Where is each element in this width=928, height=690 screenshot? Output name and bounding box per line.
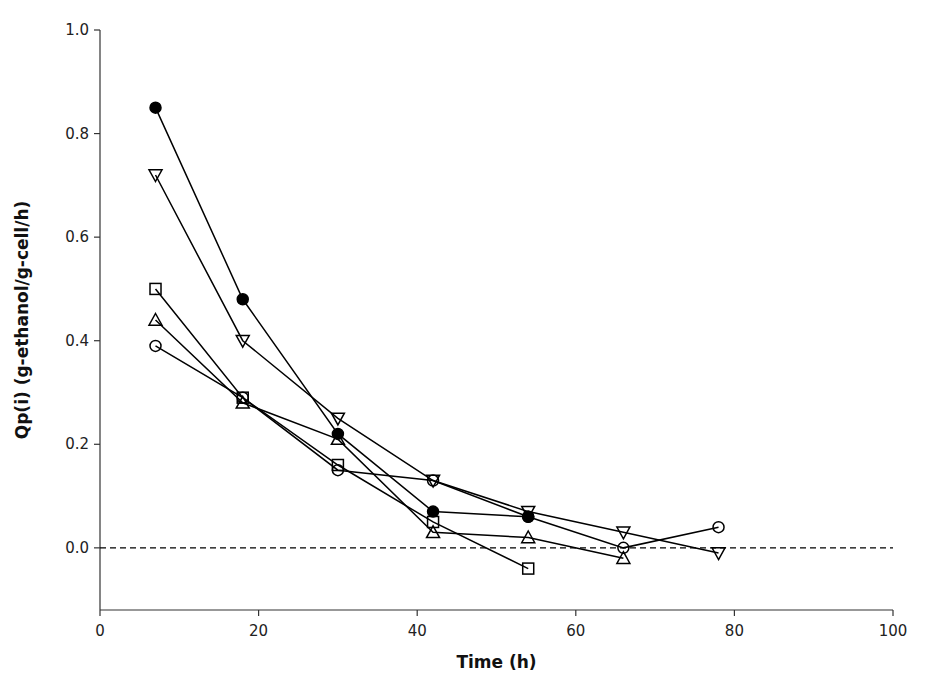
data-point	[713, 522, 724, 533]
y-tick	[94, 29, 100, 30]
data-point	[331, 433, 344, 445]
data-point	[523, 563, 534, 574]
x-tick	[99, 610, 100, 616]
data-point	[427, 526, 440, 538]
x-tick-label: 40	[408, 622, 427, 640]
y-tick	[94, 133, 100, 134]
data-point	[237, 392, 248, 403]
series-line	[156, 320, 624, 558]
data-point	[149, 314, 162, 326]
x-tick-label: 20	[249, 622, 268, 640]
plot-area	[100, 102, 893, 574]
data-point	[150, 102, 161, 113]
x-tick	[892, 610, 893, 616]
data-point	[236, 336, 249, 348]
data-point	[331, 413, 344, 425]
data-point	[332, 465, 343, 476]
y-axis-label: Qp(i) (g-ethanol/g-cell/h)	[12, 201, 32, 440]
x-axis-line	[100, 609, 893, 610]
data-point	[618, 542, 629, 553]
data-point	[428, 506, 439, 517]
x-tick	[417, 610, 418, 616]
y-tick	[94, 547, 100, 548]
series-line	[156, 346, 719, 548]
y-tick-label: 0.8	[65, 125, 89, 143]
y-tick	[94, 444, 100, 445]
y-tick-label: 0.6	[65, 228, 89, 246]
series	[150, 283, 534, 574]
reference-line	[100, 547, 893, 548]
data-point	[237, 294, 248, 305]
y-tick-label: 1.0	[65, 21, 89, 39]
data-point	[522, 531, 535, 543]
data-point	[150, 340, 161, 351]
series	[150, 102, 534, 522]
series-line	[156, 175, 719, 553]
series-line	[156, 108, 529, 517]
data-point	[150, 283, 161, 294]
series-line	[156, 289, 529, 569]
chart: 0 20 40 60 80 100 0.0 0.2 0.4 0.6 0.8 1.0 Time (h) Qp…	[0, 0, 928, 690]
y-tick-label: 0.0	[65, 539, 89, 557]
x-tick-label: 60	[566, 622, 585, 640]
y-axis-line	[99, 30, 100, 610]
y-tick	[94, 340, 100, 341]
y-tick-label: 0.2	[65, 435, 89, 453]
x-tick-label: 100	[879, 622, 908, 640]
series	[149, 170, 725, 560]
x-axis-label: Time (h)	[456, 652, 536, 672]
y-tick	[94, 237, 100, 238]
data-point	[523, 511, 534, 522]
data-point	[428, 475, 439, 486]
x-tick	[258, 610, 259, 616]
data-point	[617, 527, 630, 539]
data-point	[712, 548, 725, 560]
x-tick-label: 80	[725, 622, 744, 640]
x-tick	[575, 610, 576, 616]
x-tick-label: 0	[95, 622, 105, 640]
axes: 0 20 40 60 80 100 0.0 0.2 0.4 0.6 0.8 1.0	[65, 21, 907, 640]
y-tick-label: 0.4	[65, 332, 89, 350]
series	[150, 340, 724, 553]
data-point	[149, 170, 162, 182]
x-tick	[734, 610, 735, 616]
